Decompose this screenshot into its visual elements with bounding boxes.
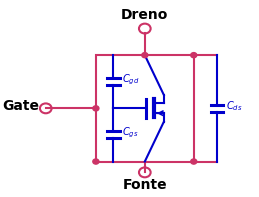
Text: Gate: Gate [2,99,39,113]
Text: $C_{gs}$: $C_{gs}$ [122,126,139,140]
Text: $C_{ds}$: $C_{ds}$ [226,99,243,113]
Text: Dreno: Dreno [121,8,169,22]
Bar [96,55,194,162]
Circle shape [93,159,99,164]
Text: $C_{gd}$: $C_{gd}$ [122,72,140,87]
Circle shape [191,53,197,58]
Circle shape [191,159,197,164]
Circle shape [142,53,148,58]
Circle shape [93,106,99,111]
Text: Fonte: Fonte [123,178,167,192]
